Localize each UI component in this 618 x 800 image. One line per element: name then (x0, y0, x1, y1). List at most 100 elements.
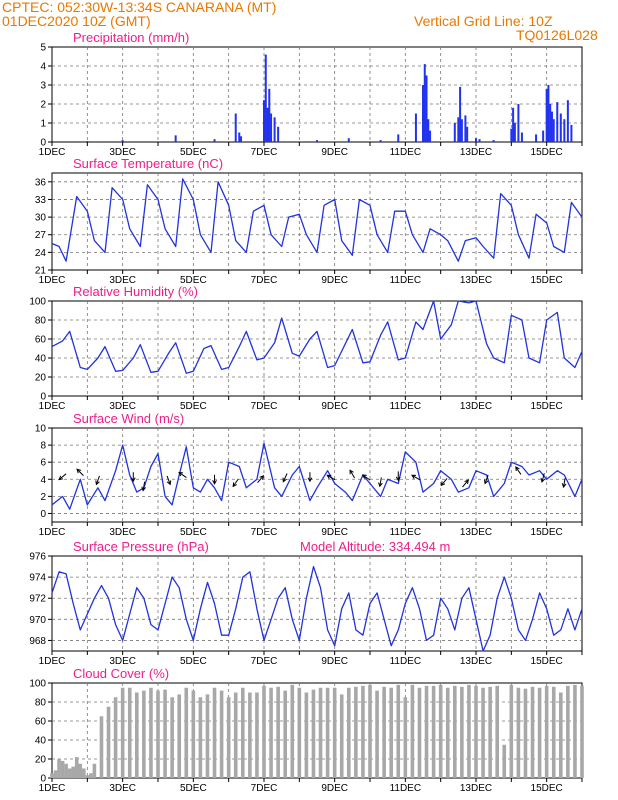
cloud-bar (276, 686, 280, 778)
wind-arrow (326, 474, 336, 481)
precip-bar (453, 123, 456, 142)
pressure-xtick-label: 11DEC (390, 656, 422, 667)
precip-bar (427, 119, 430, 142)
cloud-bar (368, 684, 372, 778)
wind-arrow (462, 479, 469, 488)
precip-title: Precipitation (mm/h) (73, 30, 189, 45)
wind-arrow (563, 478, 566, 488)
pressure-ytick-label: 976 (29, 552, 46, 563)
wind-title: Surface Wind (m/s) (73, 411, 184, 426)
rh-xtick-label: 3DEC (109, 401, 136, 412)
cloud-bar (431, 685, 436, 778)
cloud-ytick-label: 100 (29, 679, 46, 690)
wind-arrow-head (259, 475, 265, 480)
precip-bar (570, 124, 573, 142)
wind-ytick-label: 8 (40, 441, 46, 452)
wind-arrow-head (326, 474, 332, 479)
cloud-bar (445, 687, 450, 778)
wind-arrow-head (349, 469, 354, 475)
cloud-bar (396, 684, 401, 778)
cloud-bar (530, 686, 535, 778)
wind-arrow-head (540, 477, 546, 483)
station-line: CPTEC: 052:30W-13:34S CANARANA (MT) (2, 0, 277, 15)
cloud-bar (410, 684, 415, 778)
cloud-bar (481, 687, 485, 778)
cloud-ytick-label: 80 (35, 698, 47, 709)
rh-ytick-label: 40 (35, 354, 47, 365)
cloud-xtick-label: 15DEC (531, 783, 563, 794)
precip-bar (549, 104, 552, 142)
temp-xtick-label: 15DEC (531, 275, 563, 286)
wind-arrow (142, 481, 146, 491)
precip-ytick-label: 2 (40, 100, 46, 111)
cloud-bar (163, 689, 167, 778)
cloud-ytick-label: 20 (35, 755, 47, 766)
cloud-bar (99, 716, 104, 778)
cloud-bar (82, 768, 86, 778)
precip-bar (492, 140, 495, 142)
rh-xtick-label: 1DEC (39, 401, 66, 412)
precip-bar (268, 88, 271, 142)
cloud-bar (559, 692, 563, 778)
precip-bar (273, 117, 276, 142)
cloud-bar (382, 686, 386, 778)
wind-arrow (257, 475, 264, 484)
cloud-xtick-label: 13DEC (460, 783, 492, 794)
cloud-ytick-label: 60 (35, 717, 47, 728)
wind-arrow (166, 475, 171, 485)
date-line: 01DEC2020 10Z (GMT) (2, 13, 151, 29)
wind-arrow-head (483, 479, 489, 485)
cloud-bar (219, 690, 224, 778)
wind-xtick-label: 11DEC (390, 527, 422, 538)
precip-bar (174, 135, 177, 142)
cloud-bar (509, 684, 514, 778)
wind-arrow (440, 478, 448, 486)
wind-arrow (58, 473, 67, 480)
cloud-bar (226, 697, 231, 778)
cloud-bar (89, 773, 93, 778)
wind-arrow (515, 466, 522, 475)
cloud-xtick-label: 11DEC (390, 783, 422, 794)
cloud-bar (255, 692, 259, 778)
precip-xtick-label: 9DEC (321, 147, 348, 158)
cloud-bar (580, 685, 584, 778)
wind-arrow-head (515, 466, 520, 472)
temp-frame (51, 172, 583, 271)
pressure-xtick-label: 5DEC (180, 656, 207, 667)
wind-ytick-label: 6 (40, 458, 46, 469)
cloud-bar (551, 686, 556, 778)
precip-bar (422, 85, 424, 142)
cloud-bar (354, 686, 358, 778)
cloud-bar (120, 687, 125, 778)
pressure-xtick-label: 1DEC (39, 656, 66, 667)
precip-ytick-label: 3 (40, 81, 46, 92)
cloud-bar (71, 766, 75, 778)
precip-bar (238, 132, 241, 142)
wind-ytick-label: 2 (40, 492, 46, 503)
precip-bar (263, 100, 265, 142)
precip-xtick-label: 5DEC (180, 147, 207, 158)
cloud-frame (51, 682, 583, 779)
rh-ytick-label: 100 (29, 297, 46, 308)
cloud-bar (57, 759, 61, 778)
precip-bar (513, 123, 516, 142)
cloud-bar (544, 685, 549, 778)
wind-arrow-head (212, 480, 217, 485)
precip-bar (213, 139, 216, 142)
cloud-bar (417, 687, 422, 778)
cloud-bar (113, 697, 118, 778)
cloud-bar (269, 687, 273, 778)
precip-bar (277, 126, 280, 142)
cloud-bar (205, 694, 210, 778)
pressure-xtick-label: 3DEC (109, 656, 136, 667)
cloud-bar (453, 685, 457, 778)
precip-bar (240, 136, 243, 142)
wind-arrow-head (58, 475, 64, 481)
cloud-bar (523, 688, 528, 778)
temp-xtick-label: 7DEC (251, 275, 278, 286)
precip-bar (347, 138, 350, 142)
temp-ytick-label: 36 (35, 177, 47, 188)
cloud-bar (474, 685, 478, 778)
wind-arrow-head (141, 486, 146, 492)
wind-arrow-head (464, 479, 469, 485)
